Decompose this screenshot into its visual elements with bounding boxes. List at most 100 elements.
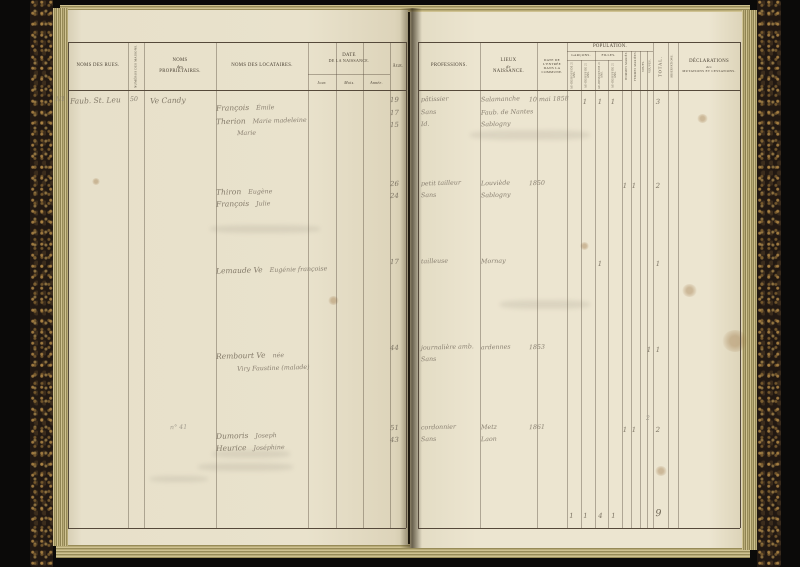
header-garcons-sous-21: AU-DESSOUS DE 21 ANS. (567, 60, 581, 90)
header-label: PROFESSIONS. (430, 63, 468, 68)
header-numeros-maisons: NUMÉROS DES MAISONS. (128, 42, 144, 90)
header-label: NOMS (172, 57, 188, 63)
firstname: Marie (236, 129, 257, 138)
handwritten-age: 17 (389, 108, 400, 118)
header-label: Jour. (317, 79, 327, 85)
table-rule-h (418, 90, 740, 91)
handwritten-lieu: Laon (480, 435, 497, 444)
header-mois: Mois. (336, 74, 363, 90)
header-garcons: GARÇONS. (567, 51, 595, 60)
surname: Heurice (215, 443, 247, 453)
header-age: ÂGE. (390, 42, 406, 90)
header-label: GARÇONS. (571, 53, 591, 58)
table-rule-v (640, 51, 641, 528)
handwritten-column-total-total: 9 (655, 507, 662, 520)
left-page (68, 10, 408, 545)
table-rule-h (68, 528, 406, 529)
header-professions: PROFESSIONS. (418, 42, 480, 90)
table-rule-h (68, 42, 406, 43)
header-filles-sous-21: AU-DESSOUS DE 21 ANS. (595, 60, 608, 90)
header-veufs: VEUFS. (640, 42, 647, 90)
header-label: AU-DESSOUS DE 21 ANS. (570, 61, 576, 89)
table-rule-v (631, 51, 632, 528)
handwritten-pop-g2: 1 (582, 97, 588, 107)
book-gutter (400, 8, 422, 548)
table-rule-v (567, 42, 568, 528)
header-label: FILLES. (601, 53, 616, 58)
handwritten-rue: Faub. St. Leu (69, 95, 121, 106)
handwritten-lieu: Faub. de Nantes (480, 108, 534, 117)
marbled-cover-right (757, 0, 781, 567)
header-label: de (506, 63, 511, 69)
header-label: LIEUX (500, 57, 517, 63)
header-label: PROPRIÉTAIRES. (159, 68, 201, 74)
handwritten-prof: cordonnier (420, 423, 457, 432)
firstname: Marie madeleine (252, 116, 307, 126)
handwritten-pop-fm: 1 (631, 181, 637, 191)
header-label: MUTATIONS ET CESSATIONS. (682, 68, 736, 73)
foxing-spot (655, 466, 667, 476)
handwritten-pop-total: 1 (655, 259, 661, 269)
handwritten-prof: journalière amb. (420, 343, 474, 352)
handwritten-name: Lemaude Ve Eugénie françoise (216, 257, 328, 278)
handwritten-prof: Sans (420, 108, 437, 117)
header-label: AU-DESSOUS DE 21 ANS. (597, 61, 604, 89)
header-locataires: NOMS DES LOCATAIRES. (216, 42, 308, 90)
handwritten-age: 51 (389, 423, 400, 433)
handwritten-pop-total: 3 (655, 97, 661, 107)
table-rule-v (668, 42, 669, 528)
handwritten-name: Marie (230, 122, 256, 141)
handwritten-column-total-g2: 1 (583, 511, 588, 521)
table-rule-v (128, 42, 129, 528)
handwritten-prof: Id. (420, 120, 430, 129)
table-rule-h (567, 60, 622, 61)
handwritten-column-total-f2: 1 (611, 511, 616, 521)
pencil-note: 2 (645, 414, 651, 423)
firstname: Viry Faustine (malade) (236, 363, 310, 373)
handwritten-lieu: Louviède (480, 179, 511, 188)
handwritten-name: François Julie (216, 192, 271, 212)
header-label: AU-DESSUS DE 21 ANS. (584, 62, 590, 88)
header-label: AU-DESSUS DE 21 ANS. (611, 62, 617, 88)
handwritten-lieu: Salamanche (480, 95, 521, 104)
header-label: VEUVES. (647, 59, 652, 73)
header-label: NUMÉROS DES MAISONS. (133, 44, 138, 88)
handwritten-age: 15 (389, 120, 400, 130)
handwritten-column-total-g1: 1 (569, 511, 574, 521)
handwritten-prof: Sans (420, 355, 437, 364)
table-rule-v (581, 60, 582, 528)
handwritten-age: 26 (389, 179, 400, 189)
foxing-spot (328, 296, 339, 305)
table-rule-v (740, 42, 741, 528)
header-label: VEUFS. (641, 60, 646, 72)
marbled-cover-left (30, 0, 53, 567)
table-rule-v (480, 42, 481, 528)
handwritten-age: 17 (389, 257, 400, 267)
handwritten-prof: petit tailleur (420, 179, 462, 188)
header-label: Mois. (344, 79, 355, 85)
table-rule-h (418, 528, 740, 529)
ink-bleedthrough (500, 300, 590, 309)
handwritten-lieu: Sablogny (480, 191, 511, 200)
header-label: FEMMES MARIÉES. (633, 51, 638, 81)
pencil-smudge (212, 450, 290, 458)
table-rule-v (336, 42, 337, 528)
table-rule-v (144, 42, 145, 528)
handwritten-name: Heurice Joséphine (216, 436, 285, 456)
header-label: NOMS DES RUES. (76, 63, 120, 68)
handwritten-prof: tailleuse (420, 257, 449, 266)
handwritten-lieu: ardennes (480, 343, 511, 352)
header-label: OBSERVATIONS. (670, 54, 674, 78)
table-rule-h (68, 90, 406, 91)
foxing-spot (722, 330, 748, 352)
header-declarations: DÉCLARATIONS des MUTATIONS ET CESSATIONS… (678, 42, 740, 90)
header-label: des (176, 63, 184, 69)
header-jour: Jour. (308, 74, 336, 90)
page-edges-left (53, 8, 68, 546)
header-label: DANS LA COMMUNE. (541, 66, 563, 75)
table-rule-v (537, 42, 538, 528)
header-label: des (706, 64, 712, 69)
header-label: DATE (342, 52, 356, 58)
table-rule-v (216, 42, 217, 528)
